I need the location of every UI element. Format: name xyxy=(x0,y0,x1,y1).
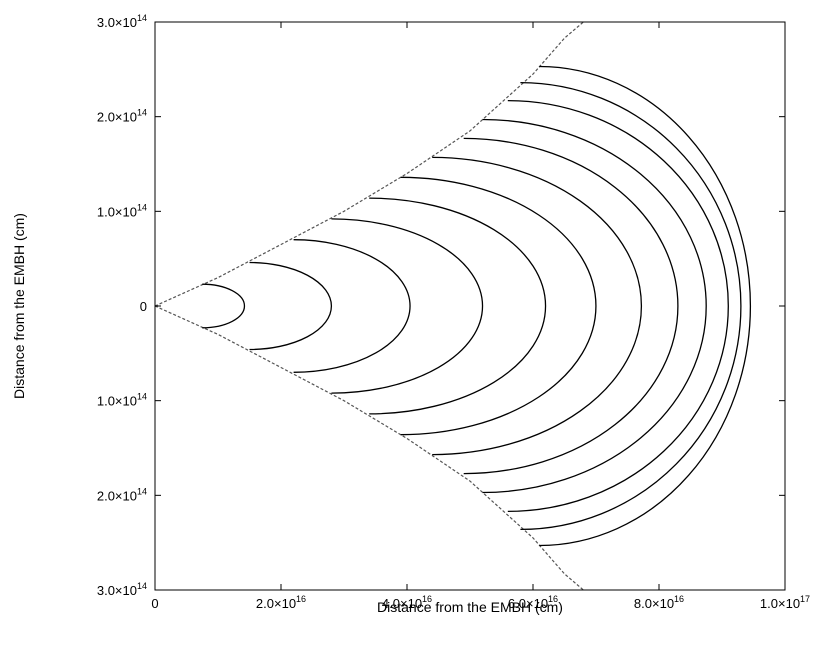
y-tick-label-1: 2.0×1014 xyxy=(97,108,147,125)
y-tick-label-6: 3.0×1014 xyxy=(97,581,147,598)
y-tick-label-2: 1.0×1014 xyxy=(97,202,147,219)
x-tick-label-1: 2.0×1016 xyxy=(256,594,306,611)
arc-12 xyxy=(539,65,751,547)
arc-10 xyxy=(507,99,729,513)
y-tick-label-5: 2.0×1014 xyxy=(97,486,147,503)
arcs-layer xyxy=(202,65,751,547)
y-axis-title: Distance from the EMBH (cm) xyxy=(11,213,27,399)
x-tick-label-0: 0 xyxy=(151,596,158,611)
arc-1 xyxy=(202,283,246,329)
x-tick-label-5: 1.0×1017 xyxy=(760,594,810,611)
arc-6 xyxy=(400,176,597,436)
x-tick-label-2: 4.0×1016 xyxy=(382,594,432,611)
y-tick-label-4: 1.0×1014 xyxy=(97,392,147,409)
arc-8 xyxy=(463,137,679,475)
x-tick-label-3: 6.0×1016 xyxy=(508,594,558,611)
x-axis-title: Distance from the EMBH (cm) xyxy=(377,599,563,615)
boundary-layer xyxy=(154,21,584,591)
arc-5 xyxy=(369,197,547,415)
plot-frame xyxy=(154,21,786,591)
x-tick-label-4: 8.0×1016 xyxy=(634,594,684,611)
boundary-lower xyxy=(154,305,584,591)
y-tick-label-0: 3.0×1014 xyxy=(97,13,147,30)
arc-2 xyxy=(249,261,332,351)
arc-11 xyxy=(520,81,742,531)
boundary-upper xyxy=(154,21,584,307)
arc-7 xyxy=(432,156,642,456)
ticks-layer: 0 2.0×1016 4.0×1016 6.0×1016 8.0×1016 1.0×101… xyxy=(97,13,810,611)
arc-4 xyxy=(331,218,484,394)
arc-3 xyxy=(293,239,411,373)
y-tick-label-3: 0 xyxy=(140,299,147,314)
arc-9 xyxy=(482,118,707,494)
